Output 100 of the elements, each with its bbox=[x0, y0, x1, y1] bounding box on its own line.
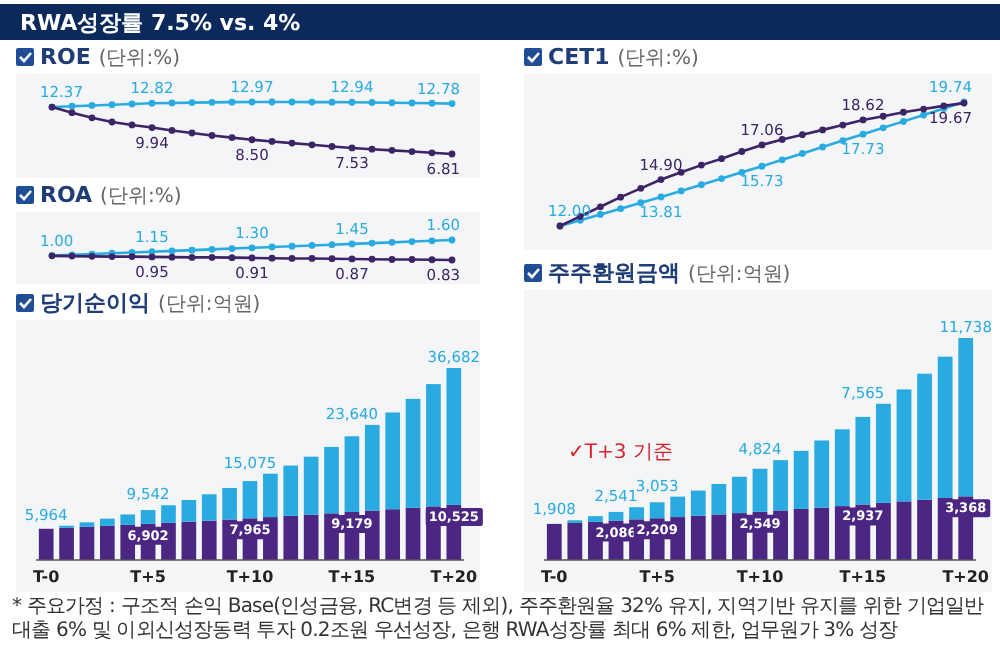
x-tick-label: T+20 bbox=[942, 568, 990, 586]
point bbox=[428, 149, 436, 157]
bar bbox=[876, 403, 891, 503]
point bbox=[148, 99, 156, 107]
point bbox=[819, 126, 826, 134]
bar bbox=[917, 373, 932, 500]
point bbox=[597, 203, 604, 211]
point bbox=[208, 245, 216, 253]
chart-subtitle: (단위:%) bbox=[617, 48, 700, 70]
point bbox=[148, 124, 156, 131]
x-tick-label: T+5 bbox=[130, 568, 167, 586]
point bbox=[128, 100, 136, 108]
bar bbox=[937, 356, 953, 498]
point bbox=[879, 112, 887, 120]
point bbox=[799, 150, 806, 157]
point bbox=[268, 243, 276, 251]
x-tick-label: T-0 bbox=[33, 568, 61, 586]
x-tick-label: T+10 bbox=[736, 568, 785, 586]
point bbox=[859, 130, 867, 138]
bar bbox=[793, 508, 809, 560]
bar bbox=[690, 515, 706, 560]
bar bbox=[711, 514, 727, 560]
bar bbox=[405, 398, 421, 508]
point bbox=[408, 99, 416, 107]
point bbox=[698, 181, 705, 189]
point bbox=[168, 127, 176, 134]
point bbox=[448, 256, 456, 264]
x-tick-label: T+10 bbox=[226, 568, 275, 586]
point bbox=[859, 116, 867, 124]
point bbox=[428, 99, 436, 107]
bar bbox=[283, 515, 299, 560]
point bbox=[268, 254, 276, 262]
chart-subtitle: (단위:%) bbox=[100, 186, 182, 208]
chart-title: 당기순이익 bbox=[40, 290, 150, 316]
point bbox=[920, 105, 927, 113]
point bbox=[328, 255, 336, 263]
bar bbox=[324, 446, 339, 514]
point bbox=[348, 98, 356, 106]
bar bbox=[834, 429, 850, 507]
point bbox=[68, 109, 76, 117]
point bbox=[368, 255, 376, 263]
point bbox=[248, 98, 256, 106]
bar bbox=[385, 412, 400, 510]
point bbox=[408, 256, 416, 263]
point bbox=[208, 98, 216, 106]
point bbox=[617, 205, 624, 213]
chart-title: ROE bbox=[40, 44, 91, 70]
bar bbox=[181, 521, 197, 560]
point bbox=[348, 255, 356, 263]
bar bbox=[608, 511, 624, 521]
point bbox=[268, 98, 276, 106]
point bbox=[778, 156, 786, 164]
bar bbox=[793, 450, 809, 509]
point bbox=[248, 136, 256, 144]
bar bbox=[567, 522, 583, 560]
point bbox=[328, 98, 336, 106]
point bbox=[819, 143, 826, 151]
point bbox=[799, 131, 806, 139]
point bbox=[637, 184, 645, 192]
chart-subtitle: (단위:억원) bbox=[688, 264, 791, 286]
text: RWA성장률 7.5% vs. 4% bbox=[20, 10, 301, 36]
bar bbox=[38, 528, 54, 560]
point bbox=[308, 141, 316, 149]
point bbox=[428, 237, 436, 245]
point bbox=[128, 121, 136, 129]
point bbox=[228, 134, 236, 142]
bar bbox=[120, 514, 136, 525]
point bbox=[900, 108, 907, 116]
bar bbox=[588, 516, 603, 522]
point bbox=[108, 118, 116, 126]
point bbox=[188, 99, 196, 106]
point bbox=[188, 246, 196, 254]
point bbox=[88, 102, 96, 109]
point bbox=[408, 238, 416, 245]
point bbox=[448, 150, 456, 158]
point bbox=[248, 244, 256, 252]
bar bbox=[732, 476, 747, 514]
point bbox=[368, 145, 376, 153]
point bbox=[657, 193, 665, 201]
bar bbox=[446, 368, 462, 505]
chart-subtitle: (단위:%) bbox=[98, 48, 181, 70]
point bbox=[368, 239, 376, 247]
point bbox=[228, 98, 236, 106]
chart-subtitle: (단위:억원) bbox=[158, 294, 261, 316]
point bbox=[698, 161, 705, 169]
bar bbox=[100, 518, 115, 526]
bar bbox=[201, 494, 217, 521]
point bbox=[839, 121, 847, 129]
bar bbox=[385, 509, 400, 560]
point bbox=[328, 241, 336, 249]
bar bbox=[303, 456, 319, 515]
bar bbox=[690, 490, 706, 516]
bar bbox=[546, 523, 562, 560]
bar bbox=[896, 501, 912, 560]
point bbox=[617, 193, 624, 201]
point bbox=[428, 256, 436, 264]
chart-title: CET1 bbox=[548, 44, 610, 70]
point bbox=[68, 102, 76, 110]
point bbox=[308, 255, 316, 262]
point bbox=[348, 144, 356, 152]
